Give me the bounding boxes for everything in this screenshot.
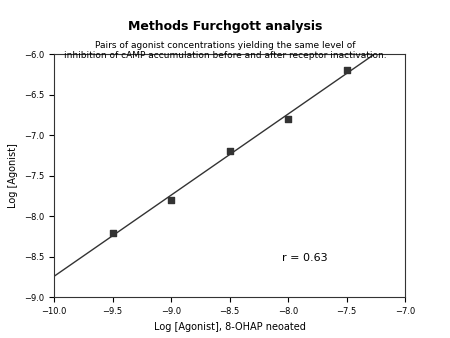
Point (226, 149, 233, 154)
Text: r = 0.63: r = 0.63 (282, 253, 328, 263)
Point (343, 68, 350, 73)
X-axis label: Log [Agonist], 8-OHAP neoated: Log [Agonist], 8-OHAP neoated (153, 322, 306, 332)
Point (109, 230, 116, 235)
Text: Pairs of agonist concentrations yielding the same level of
inhibition of cAMP ac: Pairs of agonist concentrations yielding… (64, 41, 386, 60)
Text: Methods Furchgott analysis: Methods Furchgott analysis (128, 20, 322, 33)
Point (167, 197, 175, 203)
Point (284, 116, 292, 122)
Y-axis label: Log [Agonist]: Log [Agonist] (9, 143, 18, 208)
